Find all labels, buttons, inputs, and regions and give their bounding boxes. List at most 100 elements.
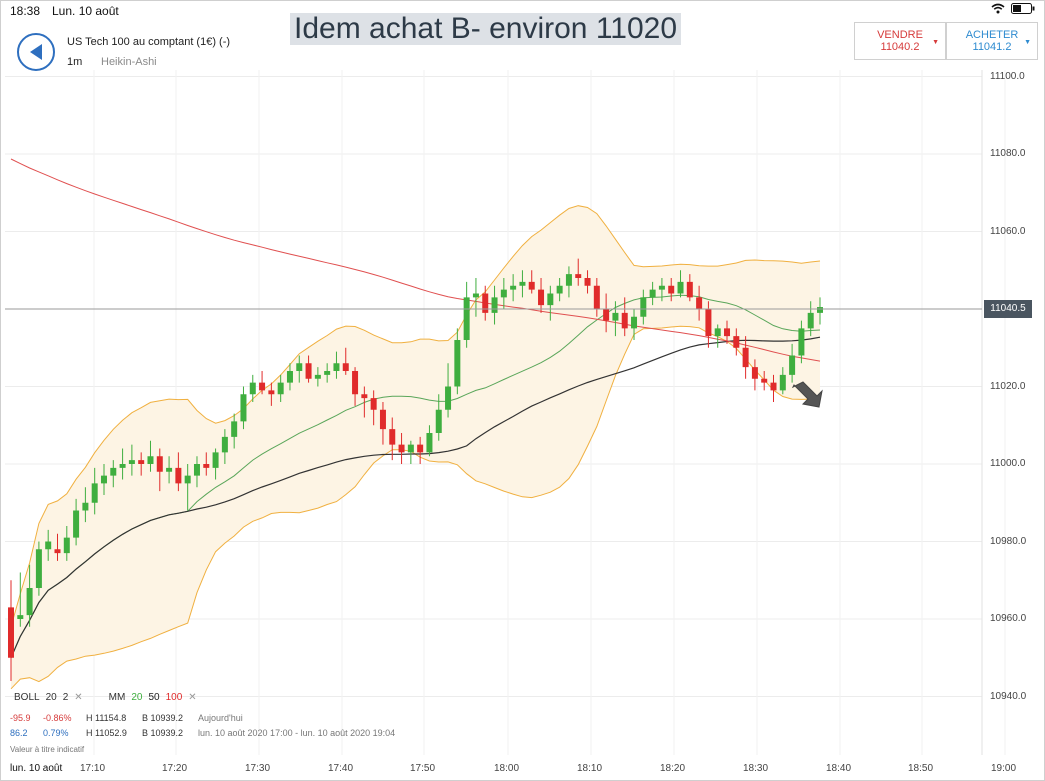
x-tick-label: 18:50 bbox=[908, 763, 934, 774]
back-button[interactable] bbox=[17, 33, 55, 71]
mm-100: 100 bbox=[165, 692, 183, 703]
candle-up bbox=[714, 328, 721, 337]
sell-label: VENDRE bbox=[877, 29, 923, 41]
candle-up bbox=[110, 467, 117, 476]
candle-up bbox=[26, 588, 33, 616]
interval-selector[interactable]: 1m bbox=[67, 56, 83, 68]
candle-down bbox=[259, 382, 266, 391]
mm100-line bbox=[10, 158, 821, 362]
candle-up bbox=[677, 281, 684, 294]
candle-up bbox=[221, 436, 228, 453]
candle-up bbox=[100, 475, 107, 484]
candle-down bbox=[528, 281, 535, 290]
candle-down bbox=[733, 336, 740, 348]
mm-label[interactable]: MM bbox=[108, 692, 126, 703]
candle-down bbox=[379, 409, 386, 430]
x-tick-label: 19:00 bbox=[991, 763, 1017, 774]
x-tick-label: lun. 10 août bbox=[10, 763, 63, 774]
candle-down bbox=[705, 309, 712, 337]
candle-up bbox=[407, 444, 414, 453]
candle-down bbox=[370, 398, 377, 410]
boll-label[interactable]: BOLL bbox=[14, 692, 40, 703]
x-tick-label: 17:50 bbox=[410, 763, 436, 774]
x-tick-label: 17:30 bbox=[245, 763, 271, 774]
candle-down bbox=[668, 285, 675, 294]
candle-down bbox=[361, 394, 368, 399]
stat-pct-range: 0.79% bbox=[43, 728, 69, 738]
bollinger-band-fill bbox=[11, 205, 820, 689]
stat-low-today: B 10939.2 bbox=[142, 713, 184, 723]
candle-down bbox=[742, 347, 749, 368]
candle-down bbox=[575, 274, 582, 278]
candle-down bbox=[342, 363, 349, 371]
candle-down bbox=[8, 607, 14, 658]
candle-up bbox=[184, 475, 191, 484]
candle-down bbox=[751, 367, 758, 379]
boll-period: 20 bbox=[45, 692, 57, 703]
candle-up bbox=[565, 274, 572, 286]
candle-down bbox=[54, 549, 61, 554]
x-tick-label: 17:20 bbox=[162, 763, 188, 774]
remove-boll-icon[interactable]: ✕ bbox=[74, 692, 83, 703]
candle-up bbox=[249, 382, 256, 395]
indicator-legend: BOLL 20 2 ✕ MM 20 50 100 ✕ bbox=[14, 692, 197, 703]
candle-up bbox=[277, 382, 284, 395]
stat-change-range: 86.2 bbox=[10, 728, 28, 738]
candle-down bbox=[593, 285, 600, 309]
chart-type-selector[interactable]: Heikin-Ashi bbox=[101, 56, 157, 68]
status-time: 18:38 bbox=[10, 4, 41, 18]
bollinger-fill bbox=[11, 205, 820, 689]
y-tick-label: 11080.0 bbox=[990, 148, 1026, 159]
candle-up bbox=[314, 374, 321, 379]
battery-icon bbox=[1011, 3, 1035, 14]
last-price-label: 11040.5 bbox=[984, 300, 1032, 318]
stat-pct-today: -0.86% bbox=[43, 713, 72, 723]
y-tick-label: 11100.0 bbox=[990, 70, 1025, 82]
remove-mm-icon[interactable]: ✕ bbox=[188, 692, 197, 703]
candle-up bbox=[445, 386, 452, 410]
candle-down bbox=[305, 363, 312, 379]
stat-change-today: -95.9 bbox=[10, 713, 31, 723]
instrument-name[interactable]: US Tech 100 au comptant (1€) (-) bbox=[67, 36, 231, 48]
y-tick-label: 11000.0 bbox=[990, 458, 1026, 469]
candle-up bbox=[612, 312, 619, 321]
candle-down bbox=[417, 444, 424, 453]
x-tick-label: 18:00 bbox=[494, 763, 520, 774]
buy-button[interactable]: ACHETER 11041.2 ▼ bbox=[946, 22, 1038, 60]
candle-up bbox=[324, 371, 331, 375]
candle-down bbox=[352, 371, 359, 395]
candle-up bbox=[631, 316, 638, 329]
candle-up bbox=[73, 510, 80, 538]
candle-up bbox=[82, 502, 89, 511]
candle-down bbox=[482, 293, 489, 313]
caret-down-icon: ▼ bbox=[1024, 39, 1031, 46]
y-tick-label: 11020.0 bbox=[990, 380, 1026, 392]
candle-up bbox=[128, 460, 135, 464]
candle-up bbox=[491, 297, 498, 313]
candle-up bbox=[510, 285, 517, 290]
indicator-lines bbox=[10, 158, 821, 690]
candle-down bbox=[389, 429, 396, 445]
mm-20: 20 bbox=[131, 692, 143, 703]
indicative-note: Valeur à titre indicatif bbox=[10, 745, 85, 754]
bollinger-upper bbox=[10, 205, 821, 627]
candle-up bbox=[45, 541, 52, 550]
candle-up bbox=[556, 285, 563, 294]
candle-up bbox=[193, 464, 200, 476]
status-bar: 18:38 Lun. 10 août bbox=[0, 0, 1045, 22]
candle-up bbox=[212, 452, 219, 468]
wifi-icon bbox=[991, 3, 1005, 14]
candle-up bbox=[779, 374, 786, 391]
y-tick-label: 10980.0 bbox=[990, 535, 1027, 547]
annotation-title: Idem achat B- environ 11020 bbox=[290, 13, 682, 45]
candle-up bbox=[426, 433, 433, 453]
candle-up bbox=[798, 328, 805, 356]
sell-button[interactable]: VENDRE 11040.2 ▼ bbox=[854, 22, 946, 60]
candle-up bbox=[333, 363, 340, 371]
buy-label: ACHETER bbox=[965, 29, 1019, 41]
candle-up bbox=[500, 289, 507, 298]
candle-up bbox=[240, 394, 247, 422]
candle-down bbox=[138, 460, 145, 464]
status-date: Lun. 10 août bbox=[52, 4, 119, 18]
